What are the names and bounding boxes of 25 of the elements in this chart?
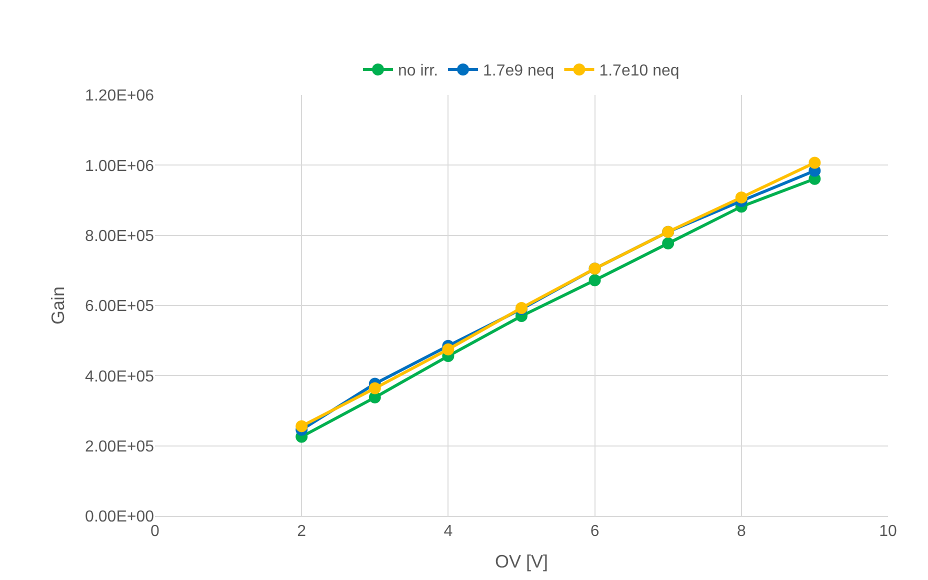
point: [442, 343, 454, 356]
point: [662, 237, 674, 250]
y-tick-label: 8.00E+05: [85, 228, 154, 245]
x-tick-label: 0: [150, 523, 160, 540]
point: [735, 191, 748, 204]
y-tick-label: 2.00E+05: [85, 438, 154, 456]
point: [588, 274, 601, 286]
point: [296, 420, 308, 432]
y-tick-label: 1.20E+06: [85, 88, 154, 105]
x-tick-label: 10: [879, 523, 897, 540]
y-tick-label: 4.00E+05: [85, 368, 154, 386]
x-tick-label: 6: [590, 523, 600, 540]
y-axis-title: Gain: [48, 286, 68, 325]
x-tick-label: 8: [736, 523, 746, 540]
x-tick-label: 4: [444, 523, 453, 540]
x-axis-title: OV [V]: [494, 551, 548, 572]
y-tick-label: 0.00E+00: [85, 508, 154, 526]
legend-label: 1.7e10 neq: [599, 62, 680, 80]
x-tick-label: 2: [297, 523, 306, 540]
legend-label: 1.7e9 neq: [483, 62, 554, 80]
y-tick-label: 6.00E+05: [85, 298, 154, 316]
point: [368, 382, 381, 394]
y-tick-label: 1.00E+06: [85, 158, 154, 175]
point: [808, 156, 821, 169]
legend-label: no irr.: [398, 62, 438, 80]
